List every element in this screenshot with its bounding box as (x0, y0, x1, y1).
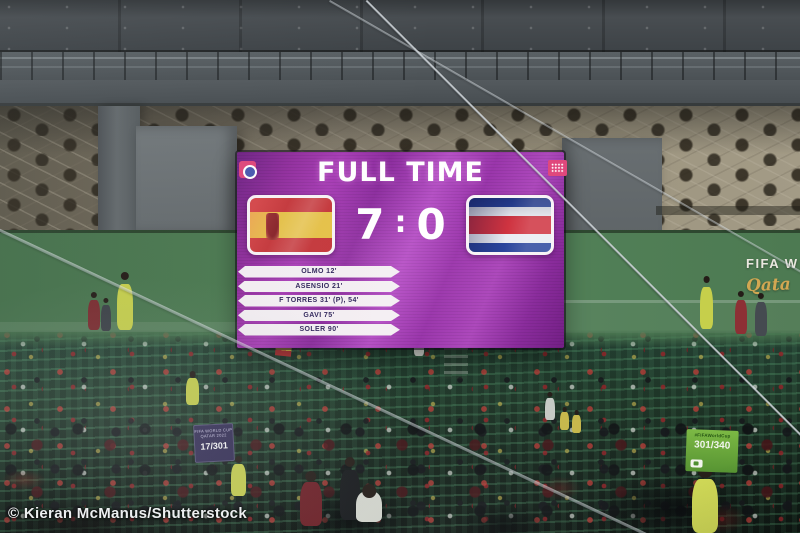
goal-scorer-banner: OLMO 12' (238, 266, 400, 278)
section-sign-purple: FIFA WORLD CUP QATAR 2022 17/301 (193, 422, 235, 464)
gate-sign-logo (690, 459, 703, 468)
concourse-railing (556, 300, 800, 303)
person-figure (735, 300, 747, 334)
person-figure (356, 492, 382, 522)
goal-scorer-banner: SOLER 90' (238, 324, 400, 336)
full-time-title: FULL TIME (317, 157, 484, 188)
photo-credit: © Kieran McManus/Shutterstock (8, 505, 247, 522)
stadium-roof (0, 0, 800, 52)
section-sign-number: 17/301 (200, 440, 229, 452)
steward-figure (692, 479, 718, 533)
steward-figure (186, 378, 199, 405)
goal-scorer-list: OLMO 12' ASENSIO 21' F TORRES 31' (P), 5… (238, 266, 400, 336)
crowd-shadows (0, 330, 800, 533)
pixel-grid-logo-icon (548, 160, 567, 176)
wall-branding-script: Qata (745, 274, 792, 297)
goal-scorer-banner: GAVI 75' (238, 310, 400, 322)
person-figure (101, 305, 111, 331)
roof-catwalk-railing (0, 52, 800, 80)
costa-rica-flag (465, 195, 554, 255)
away-score: 0 (416, 200, 446, 249)
score: 7 : 0 (355, 204, 445, 246)
gate-sign-hashtag: #FIFAWorldCup (694, 432, 731, 439)
tournament-emblem-icon (239, 161, 257, 179)
steward-figure (231, 464, 246, 496)
facade-beam (656, 206, 800, 215)
facade-pillar (98, 106, 140, 234)
goal-scorer-banner: F TORRES 31' (P), 54' (238, 295, 400, 307)
home-score: 7 (355, 200, 385, 249)
person-figure (88, 300, 100, 330)
score-row: 7 : 0 (237, 193, 564, 257)
person-figure (300, 482, 322, 526)
steward-figure (700, 287, 713, 329)
fifa-wall-branding: FIFA W Qata (745, 255, 800, 297)
scoreboard: FULL TIME 7 : 0 OLMO 12' ASENSIO 21' F T… (237, 152, 567, 348)
person-figure (340, 470, 360, 520)
gate-sign-green: #FIFAWorldCup 301/340 (685, 429, 739, 473)
score-separator: : (394, 205, 407, 240)
person-figure (755, 302, 767, 336)
screen-support-left (136, 126, 237, 234)
steward-figure (117, 284, 133, 330)
person-figure (560, 412, 569, 430)
wall-branding-text: FIFA W (746, 256, 799, 271)
section-sign-header: FIFA WORLD CUP QATAR 2022 (194, 427, 233, 439)
spain-flag (247, 195, 336, 255)
concrete-band (0, 80, 800, 106)
goal-scorer-banner: ASENSIO 21' (238, 281, 400, 293)
person-figure (545, 398, 555, 420)
gate-sign-number: 301/340 (693, 439, 731, 452)
person-figure (572, 415, 581, 433)
